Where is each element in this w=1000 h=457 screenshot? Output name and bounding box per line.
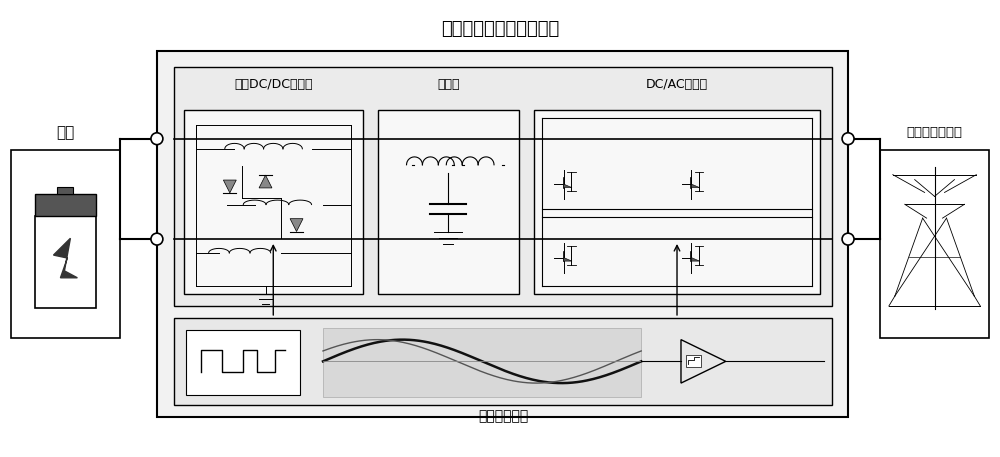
Polygon shape — [691, 184, 700, 188]
Circle shape — [151, 133, 163, 144]
Bar — [11, 150, 120, 338]
Bar — [57, 187, 73, 194]
Bar — [174, 318, 832, 405]
Circle shape — [151, 233, 163, 245]
Bar — [686, 356, 701, 367]
Polygon shape — [564, 184, 572, 188]
Bar — [880, 150, 989, 338]
Text: 滤波器: 滤波器 — [437, 78, 460, 91]
Polygon shape — [691, 258, 700, 261]
Text: 交流或直流电网: 交流或直流电网 — [907, 126, 963, 138]
Polygon shape — [259, 175, 272, 188]
Bar — [534, 111, 820, 294]
Text: 储能系统交直流通用接口: 储能系统交直流通用接口 — [441, 21, 559, 38]
Polygon shape — [564, 258, 572, 261]
Polygon shape — [290, 219, 303, 232]
Text: DC/AC逆变器: DC/AC逆变器 — [646, 78, 708, 91]
Bar — [35, 194, 96, 216]
Bar — [186, 330, 300, 395]
Circle shape — [842, 233, 854, 245]
Text: 控制信号单元: 控制信号单元 — [478, 409, 528, 424]
Circle shape — [842, 133, 854, 144]
Bar — [184, 111, 363, 294]
Polygon shape — [53, 238, 77, 278]
Bar — [35, 216, 96, 308]
Bar — [323, 328, 641, 397]
Bar — [378, 111, 519, 294]
Polygon shape — [223, 180, 236, 193]
Bar — [157, 51, 848, 417]
Bar — [174, 67, 832, 306]
Text: 储能: 储能 — [56, 125, 75, 140]
Text: 双向DC/DC变换器: 双向DC/DC变换器 — [234, 78, 313, 91]
